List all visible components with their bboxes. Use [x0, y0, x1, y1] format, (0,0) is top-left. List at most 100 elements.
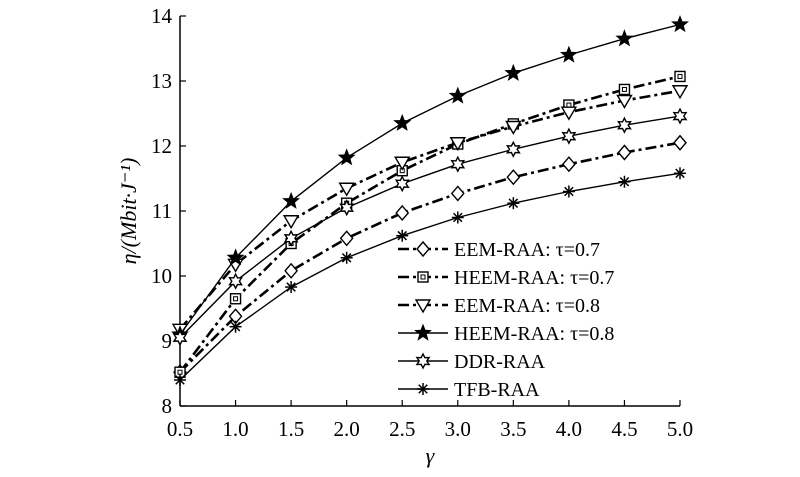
legend-item: EEM-RAA: τ=0.7 [398, 239, 600, 261]
legend-label: DDR-RAA [454, 351, 546, 373]
x-tick-label: 0.5 [167, 417, 193, 441]
y-axis-title: η/(Mbit·J⁻¹) [116, 158, 141, 265]
y-tick-label: 9 [162, 329, 173, 353]
x-tick-label: 3.0 [445, 417, 471, 441]
data-point [229, 293, 242, 305]
legend-label: TFB-RAA [454, 379, 540, 401]
legend-marker [416, 240, 430, 258]
data-point [617, 116, 632, 134]
x-tick-label: 4.0 [556, 417, 582, 441]
data-point [450, 185, 465, 202]
data-point [507, 197, 520, 210]
data-point [449, 137, 466, 152]
series-3 [171, 85, 689, 338]
axis-titles: γ η/(Mbit·J⁻¹) [116, 158, 436, 468]
legend-label: HEEM-RAA: τ=0.8 [454, 323, 614, 345]
legend: EEM-RAA: τ=0.7 HEEM-RAA: τ=0.7 EEM-RAA: τ=… [398, 239, 614, 401]
data-point [226, 248, 245, 266]
legend-marker [415, 352, 431, 370]
series-line [179, 115, 681, 339]
legend-item: HEEM-RAA: τ=0.7 [398, 267, 614, 289]
data-point [506, 169, 521, 186]
legend-label: EEM-RAA: τ=0.8 [454, 295, 600, 317]
series-6 [174, 167, 686, 386]
data-point [505, 120, 522, 135]
legend-item: TFB-RAA [398, 379, 540, 401]
axes: 8 9 10 11 12 13 14 0.5 1.0 1.5 2.0 2.5 3.0 3.5 4.0 4.5 5… [151, 4, 693, 441]
legend-item: EEM-RAA: τ=0.8 [398, 295, 600, 317]
data-point [228, 272, 243, 290]
legend-marker [417, 383, 429, 395]
legend-marker [414, 299, 432, 314]
legend-marker [414, 323, 432, 341]
series-line [179, 141, 681, 374]
data-point [560, 106, 578, 121]
data-point [172, 329, 188, 347]
data-point [671, 15, 689, 33]
x-tick-label: 1.5 [278, 417, 304, 441]
x-tick-label: 5.0 [667, 417, 693, 441]
legend-label: EEM-RAA: τ=0.7 [454, 239, 600, 261]
series-4 [171, 15, 689, 343]
data-point [229, 320, 242, 333]
legend-marker [417, 271, 429, 283]
data-point [339, 199, 355, 217]
x-axis-title: γ [426, 443, 436, 468]
data-point [562, 185, 575, 198]
y-tick-label: 12 [151, 134, 172, 158]
data-point [450, 155, 466, 173]
y-tick-label: 10 [151, 264, 172, 288]
legend-item: HEEM-RAA: τ=0.8 [398, 323, 614, 345]
data-point [396, 229, 409, 242]
series-layer [171, 15, 689, 386]
data-point [616, 94, 633, 109]
data-point [671, 85, 689, 100]
y-tick-label: 11 [152, 199, 172, 223]
legend-label: HEEM-RAA: τ=0.7 [454, 267, 614, 289]
y-tick-label: 13 [151, 69, 172, 93]
y-tick-label: 14 [151, 4, 173, 28]
x-tick-label: 2.0 [334, 417, 360, 441]
data-point [561, 127, 577, 145]
x-tick-label: 2.5 [389, 417, 415, 441]
data-point [337, 148, 356, 166]
x-tick-label: 3.5 [500, 417, 526, 441]
data-point [174, 374, 186, 386]
series-line [179, 23, 681, 335]
data-point [395, 204, 410, 222]
data-point [674, 70, 686, 83]
data-point [340, 251, 353, 264]
data-point [283, 229, 299, 247]
legend-item: DDR-RAA [398, 351, 546, 373]
data-point [451, 211, 464, 224]
data-point [672, 107, 688, 125]
data-point [448, 86, 467, 104]
series-5 [172, 107, 688, 347]
data-point [618, 175, 631, 188]
data-point [674, 167, 686, 180]
y-tick-label: 8 [162, 394, 173, 418]
data-point [561, 156, 576, 173]
data-point [284, 262, 299, 279]
data-point [394, 156, 411, 171]
data-point [394, 175, 410, 193]
series-line [179, 89, 681, 331]
series-line [179, 172, 681, 381]
data-point [285, 281, 298, 294]
data-point [617, 144, 632, 161]
data-point [282, 215, 300, 230]
series-line [178, 75, 681, 373]
data-point [559, 45, 578, 63]
data-point [339, 230, 354, 247]
data-point [505, 140, 521, 158]
data-point [504, 63, 523, 81]
data-point [338, 182, 355, 197]
data-point [393, 113, 412, 131]
x-tick-label: 1.0 [222, 417, 248, 441]
data-point [618, 83, 631, 96]
data-point [673, 134, 687, 151]
data-point [282, 191, 301, 209]
x-tick-label: 4.5 [611, 417, 637, 441]
